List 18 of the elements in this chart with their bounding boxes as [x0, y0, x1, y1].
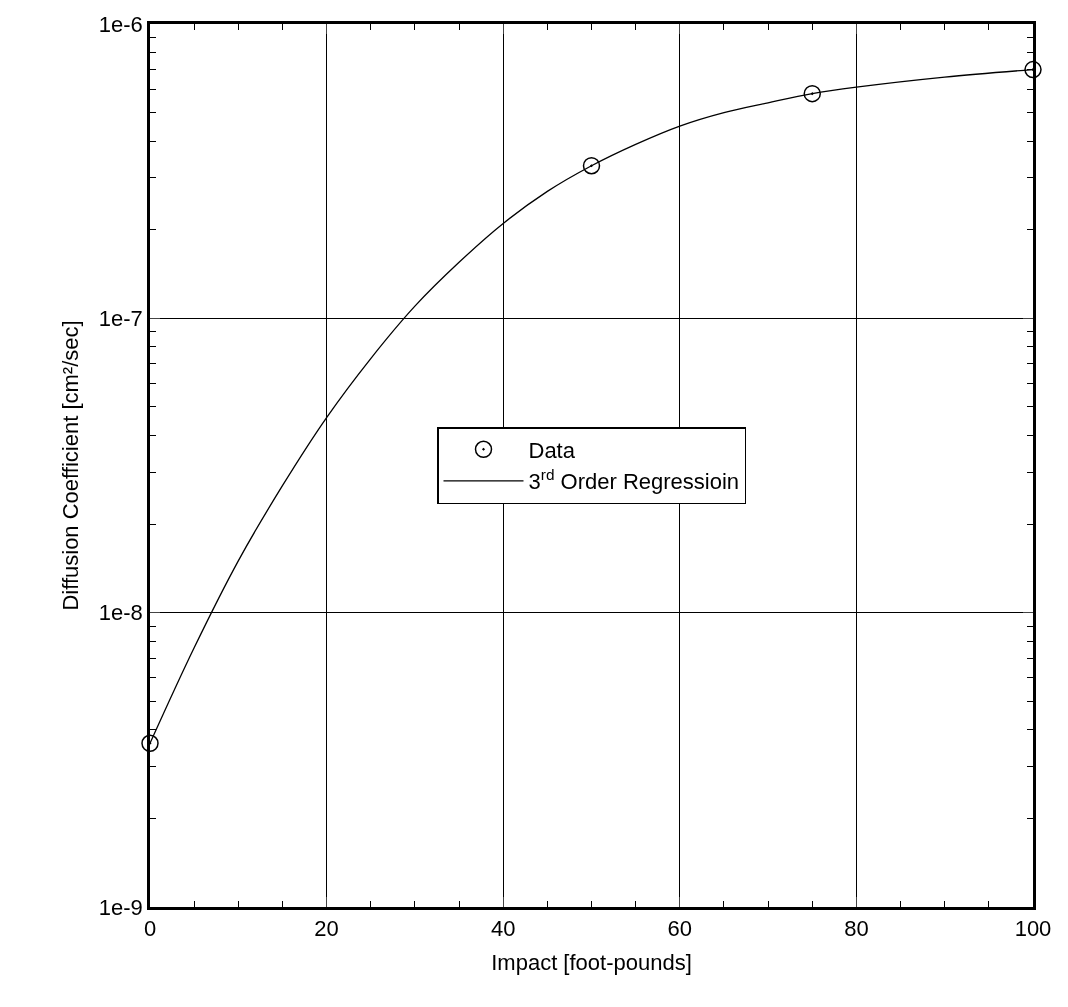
y-tick-label: 1e-9 — [98, 894, 143, 920]
y-axis-title: Diffusion Coefficient [cm²/sec] — [57, 320, 83, 611]
point — [582, 156, 601, 175]
x-tick-label: 60 — [667, 916, 693, 942]
x-tick-label: 0 — [143, 916, 157, 942]
point — [803, 84, 821, 103]
x-tick-label: 40 — [490, 916, 516, 942]
y-tick-label: 1e-7 — [98, 306, 143, 332]
x-tick-label: 100 — [1014, 916, 1052, 942]
x-tick-label: 80 — [844, 916, 869, 942]
legend-label: 3$^{rd}$ Order Regressioin — [528, 466, 740, 495]
x-axis-title: Impact [foot-pounds] — [491, 950, 692, 976]
point — [141, 734, 159, 752]
x-tick-label: 20 — [314, 916, 339, 942]
point — [1024, 60, 1042, 79]
legend-label: Data — [528, 437, 576, 463]
y-tick-label: 1e-6 — [98, 11, 143, 37]
y-tick-label: 1e-8 — [98, 600, 143, 626]
